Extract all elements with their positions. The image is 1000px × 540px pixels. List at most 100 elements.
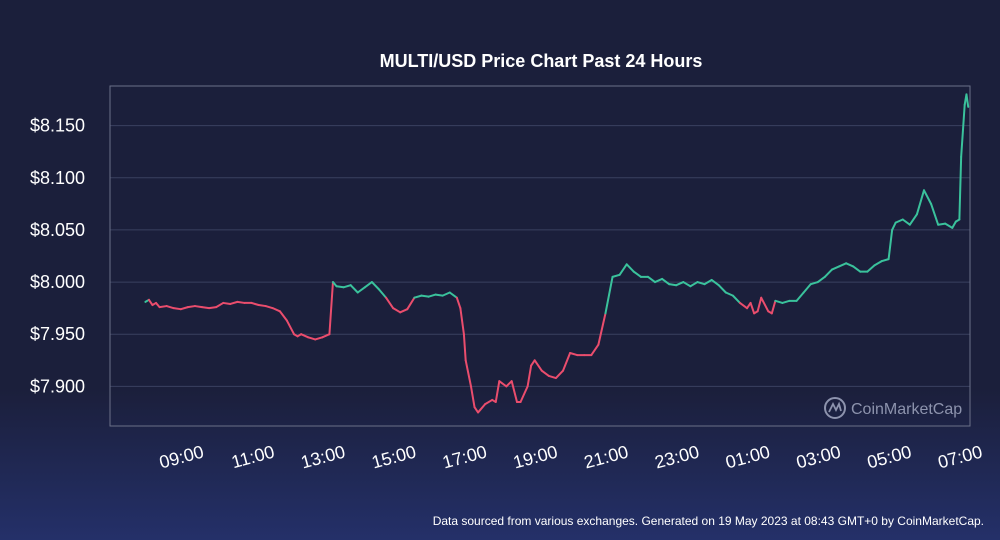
price-line-segment [257,304,267,308]
x-tick-label: 09:00 [157,442,206,473]
price-line-segment [760,296,770,313]
price-line-segment [342,284,352,289]
footer-note: Data sourced from various exchanges. Gen… [433,514,984,528]
y-tick-label: $8.100 [30,168,85,188]
price-line-segment [774,299,784,304]
price-line-segment [526,364,533,388]
price-line-segment [165,305,175,310]
y-tick-label: $7.950 [30,324,85,344]
price-line-segment [689,281,699,288]
grid-lines [110,125,970,387]
price-line-segment [335,285,345,289]
price-line-segment [845,262,855,268]
price-line-segment [756,296,763,313]
price-line-segment [300,333,310,339]
price-line-segment [569,351,579,357]
price-line-segment [201,306,211,310]
price-line-segment [179,306,189,311]
price-line-segment [469,385,476,409]
price-line-segment [632,270,642,278]
price-line-segment [908,213,918,226]
price-line-segment [823,268,833,278]
price-line-segment [222,301,232,305]
price-line-segment [321,333,331,339]
price-line-segment [547,374,557,380]
price-line-segment [540,369,550,377]
price-line-segment [236,300,246,304]
price-line-segment [434,293,444,297]
price-line-segment [830,265,841,271]
price-line-segment [891,221,897,231]
price-line-segment [802,283,812,294]
price-line-segment [960,103,966,158]
price-line-segment [328,281,334,336]
price-line-segment [484,398,494,406]
price-line-segment [208,306,218,310]
price-line-segment [724,291,734,297]
price-line-segment [901,218,911,226]
price-line-segment [147,298,154,307]
price-line-segment [215,301,225,309]
coinmarketcap-logo-icon [824,397,846,419]
watermark: CoinMarketCap [824,397,962,419]
price-line-segment [455,296,462,310]
price-line-segment [661,277,671,286]
price-line-segment [186,305,196,309]
price-line-segment [264,305,274,310]
x-tick-label: 21:00 [582,442,631,473]
price-line-segment [505,380,513,388]
price-line-segment [363,281,373,289]
price-line-segment [459,307,465,336]
price-line-segment [477,403,487,414]
price-line-segment [965,93,970,108]
price-line-segment [392,307,402,314]
price-line-segment [922,189,933,205]
price-line-segment [172,307,182,311]
x-tick-label: 15:00 [369,442,418,473]
price-line-segment [464,359,472,388]
price-line-segment [314,336,324,341]
price-line-segment [944,222,954,229]
x-axis: 09:00 11:00 13:00 15:00 17:00 19:00 21:00 23:00… [157,442,984,473]
price-line-segment [894,218,904,224]
price-line-segment [749,301,756,315]
price-line-segment [554,369,565,380]
price-line-segment [597,312,607,346]
price-line-segment [473,406,480,414]
x-tick-label: 13:00 [299,442,348,473]
y-tick-label: $8.150 [30,116,85,136]
price-line-segment [399,308,409,314]
price-line-segment [738,301,749,310]
price-line-segment [285,319,296,336]
x-tick-label: 03:00 [794,442,843,473]
price-line-segment [406,296,416,311]
price-line-segment [731,294,741,304]
x-tick-label: 19:00 [511,442,560,473]
price-line-segment [646,275,657,284]
price-line-segment [675,281,685,287]
price-line-segment [937,222,947,226]
price-line-segment [873,260,883,267]
price-line-segment [448,291,458,299]
price-line-segment [356,286,366,294]
price-line-segment [377,288,388,299]
x-tick-label: 05:00 [865,442,914,473]
price-line-segment [498,380,508,388]
price-line-segment [271,307,281,313]
price-line-segment [809,281,819,286]
watermark-text: CoinMarketCap [851,401,962,418]
price-line-segment [413,294,423,299]
y-tick-label: $8.050 [30,220,85,240]
price-line-segment [427,293,437,298]
price-line-segment [816,275,826,284]
x-tick-label: 01:00 [723,442,772,473]
price-line-segment [494,380,501,404]
price-line-segment [510,380,518,404]
price-line-segment [781,299,791,304]
price-line-segment [887,228,894,261]
price-line-segment [958,155,963,221]
price-line-segment [193,305,204,309]
chart-title: MULTI/USD Price Chart Past 24 Hours [380,51,703,71]
x-tick-label: 17:00 [440,442,489,473]
